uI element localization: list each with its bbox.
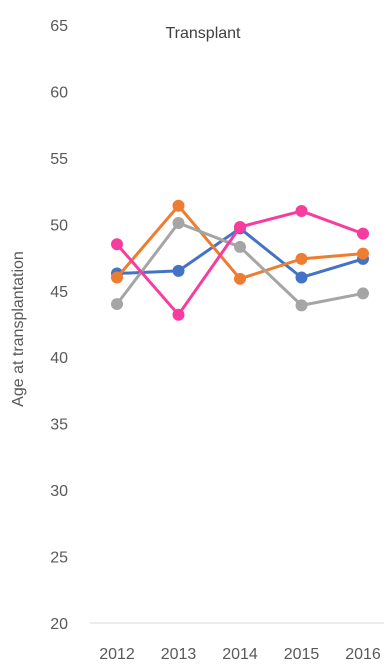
y-tick-label: 55 — [50, 151, 68, 168]
data-point — [111, 238, 123, 251]
x-tick-label: 2014 — [222, 646, 258, 663]
data-point — [295, 271, 308, 284]
data-point — [234, 272, 246, 285]
data-point — [295, 299, 308, 312]
chart-title: Transplant — [166, 25, 242, 42]
y-tick-label: 35 — [50, 417, 68, 434]
data-point — [295, 252, 308, 265]
data-point — [295, 205, 308, 218]
data-point — [357, 247, 369, 260]
x-tick-label: 2013 — [161, 646, 197, 663]
x-tick-label: 2015 — [284, 646, 320, 663]
data-point — [172, 308, 185, 321]
y-tick-label: 45 — [50, 284, 68, 301]
data-point — [172, 199, 185, 212]
data-point — [234, 240, 246, 253]
x-tick-label: 2016 — [345, 646, 381, 663]
data-point — [357, 227, 369, 240]
y-tick-label: 20 — [50, 616, 68, 633]
series-4 — [111, 205, 369, 321]
y-axis-ticks: 20 25 30 35 40 45 50 55 60 65 — [50, 18, 68, 633]
y-tick-label: 25 — [50, 550, 68, 567]
data-point — [357, 287, 369, 300]
y-tick-label: 50 — [50, 217, 68, 234]
data-point — [111, 298, 123, 311]
data-point — [172, 217, 185, 230]
data-point — [172, 264, 185, 277]
y-tick-label: 60 — [50, 84, 68, 101]
y-tick-label: 40 — [50, 350, 68, 367]
y-axis-title: Age at transplantation — [10, 251, 27, 407]
data-point — [234, 220, 246, 233]
series-group — [111, 199, 369, 321]
data-point — [111, 271, 123, 284]
x-tick-label: 2012 — [99, 646, 135, 663]
series-2 — [111, 199, 369, 285]
y-tick-label: 65 — [50, 18, 68, 35]
y-tick-label: 30 — [50, 483, 68, 500]
x-axis-ticks: 2012 2013 2014 2015 2016 — [99, 646, 381, 663]
series-3 — [111, 217, 369, 312]
